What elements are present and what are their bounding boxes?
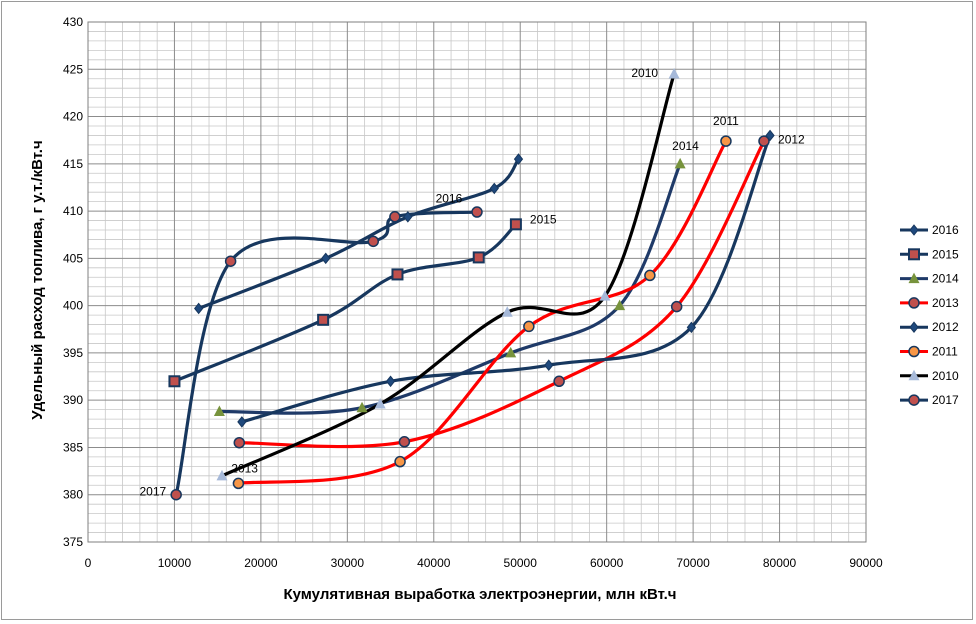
data-point-2016 — [403, 210, 413, 223]
legend-marker-2016 — [909, 224, 919, 236]
legend-label-2017: 2017 — [932, 393, 959, 407]
data-point-2011 — [523, 320, 535, 333]
axes: 0 10000 20000 30000 40000 50000 60000 70000 8000… — [63, 15, 883, 570]
y-tick-label: 430 — [63, 15, 83, 29]
x-tick-label: 90000 — [849, 556, 883, 570]
data-point-2011 — [644, 269, 656, 282]
legend-marker-2017 — [908, 394, 920, 406]
legend: 2016 2015 2014 2013 2012 2011 2010 2017 — [900, 223, 959, 407]
data-point-2014 — [505, 346, 517, 358]
legend-label-2016: 2016 — [932, 223, 959, 237]
y-tick-label: 400 — [63, 299, 83, 313]
annotation-2016: 2016 — [436, 191, 463, 205]
series-annotations: 2016 2015 2014 2013 2012 2011 2010 2017 — [139, 66, 805, 499]
data-point-2010 — [599, 290, 611, 301]
legend-marker-2015 — [908, 248, 920, 261]
y-tick-label: 415 — [63, 157, 83, 171]
annotation-2014: 2014 — [672, 139, 699, 153]
annotation-2011: 2011 — [713, 114, 739, 128]
legend-label-2010: 2010 — [932, 369, 959, 383]
data-point-2011 — [720, 135, 732, 147]
annotation-2013: 2013 — [231, 462, 258, 476]
legend-marker-2013 — [908, 297, 920, 309]
data-point-2017 — [367, 235, 380, 248]
legend-marker-2014 — [908, 272, 920, 284]
grid — [87, 21, 867, 543]
data-point-2010 — [374, 397, 386, 409]
data-point-2016 — [513, 153, 524, 165]
data-point-2011 — [394, 455, 406, 468]
data-point-2012 — [544, 359, 554, 372]
data-point-2017 — [389, 211, 401, 223]
data-point-2015 — [391, 268, 404, 281]
data-point-2013 — [233, 436, 246, 449]
legend-label-2013: 2013 — [932, 296, 959, 310]
legend-label-2012: 2012 — [932, 320, 959, 334]
y-axis-title: Удельный расход топлива, г у.т./кВт.ч — [29, 140, 46, 419]
data-point-2015 — [168, 375, 181, 388]
data-point-2015 — [472, 251, 485, 264]
data-point-2013 — [398, 436, 411, 448]
data-point-2013 — [670, 300, 683, 313]
data-point-2014 — [614, 299, 626, 311]
y-tick-label: 380 — [63, 488, 83, 502]
series-line-2016 — [197, 157, 521, 311]
y-tick-label: 410 — [63, 204, 83, 218]
data-point-2014 — [674, 157, 686, 169]
y-tick-label: 385 — [63, 440, 83, 454]
data-point-2014 — [213, 405, 225, 417]
data-point-2012 — [385, 375, 396, 388]
annotation-2017: 2017 — [139, 485, 166, 499]
y-tick-label: 395 — [63, 346, 83, 360]
x-tick-label: 10000 — [158, 556, 192, 570]
data-point-2016 — [489, 182, 499, 195]
legend-marker-2010 — [908, 369, 920, 381]
legend-label-2014: 2014 — [932, 272, 959, 286]
x-tick-label: 20000 — [244, 556, 278, 570]
data-point-2017 — [224, 255, 237, 267]
x-tick-label: 50000 — [504, 556, 538, 570]
y-tick-label: 390 — [63, 393, 83, 407]
data-point-2017 — [170, 488, 182, 501]
x-tick-label: 80000 — [763, 556, 797, 570]
y-tick-label: 425 — [63, 62, 83, 76]
legend-label-2015: 2015 — [932, 247, 959, 261]
data-point-2013 — [553, 375, 565, 388]
x-axis-title: Кумулятивная выработка электроэнергии, м… — [283, 586, 676, 603]
y-tick-label: 420 — [63, 110, 83, 124]
data-point-2015 — [317, 313, 330, 326]
y-tick-label: 405 — [63, 251, 83, 265]
series-markers — [168, 68, 775, 501]
data-point-2013 — [758, 135, 770, 147]
data-point-2010 — [501, 306, 513, 317]
annotation-2012: 2012 — [778, 132, 805, 146]
data-point-2011 — [232, 477, 245, 490]
legend-label-2011: 2011 — [932, 345, 958, 359]
data-point-2010 — [668, 68, 680, 79]
data-point-2017 — [471, 206, 483, 218]
data-point-2012 — [765, 129, 775, 142]
data-point-2010 — [216, 469, 228, 481]
annotation-2015: 2015 — [530, 212, 557, 226]
data-point-2015 — [509, 218, 522, 231]
legend-marker-2011 — [908, 345, 920, 358]
data-point-2016 — [194, 302, 204, 315]
legend-marker-2012 — [909, 321, 919, 334]
series-lines — [172, 72, 772, 497]
data-point-2016 — [321, 252, 331, 265]
x-tick-label: 0 — [85, 556, 92, 570]
x-tick-label: 30000 — [331, 556, 365, 570]
x-tick-label: 60000 — [590, 556, 624, 570]
annotation-2010: 2010 — [631, 66, 658, 80]
x-tick-label: 40000 — [417, 556, 451, 570]
x-tick-label: 70000 — [676, 556, 710, 570]
data-point-2012 — [237, 416, 247, 428]
data-point-2012 — [686, 321, 697, 334]
data-point-2014 — [356, 401, 368, 413]
plot-area-border — [87, 21, 867, 543]
y-tick-label: 375 — [63, 535, 83, 549]
